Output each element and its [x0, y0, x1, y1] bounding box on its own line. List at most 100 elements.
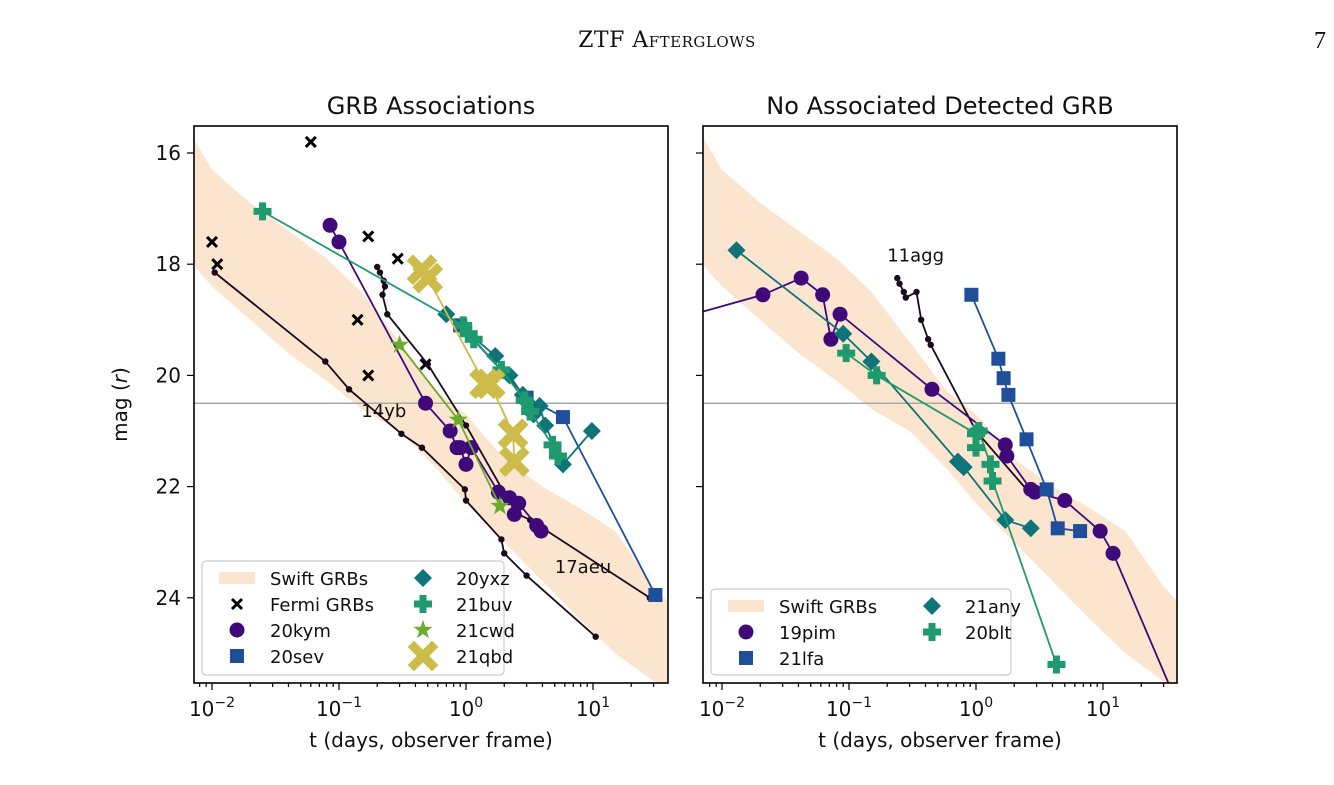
data-point	[390, 334, 410, 353]
data-point	[555, 410, 570, 425]
data-point	[322, 217, 338, 233]
x-tick-label: 100	[449, 695, 483, 721]
series-line	[896, 277, 1028, 490]
series-21lfa	[964, 287, 1088, 539]
data-point	[345, 386, 353, 393]
data-point	[902, 294, 909, 301]
series-21buv	[253, 202, 567, 466]
y-tick-label: 20	[156, 363, 181, 387]
x-axis-label: t (days, observer frame)	[309, 728, 553, 752]
legend-item: 21lfa	[739, 649, 824, 670]
data-point	[384, 311, 391, 318]
data-point	[1105, 545, 1121, 561]
legend-item: 19pim	[738, 623, 836, 644]
data-point	[211, 269, 218, 276]
chart-title: GRB Associations	[327, 92, 536, 120]
annotation-label: 11agg	[887, 245, 944, 266]
data-point	[834, 324, 853, 343]
data-point	[492, 360, 511, 379]
data-point	[837, 344, 856, 363]
data-point	[1027, 484, 1043, 500]
data-point	[913, 288, 920, 296]
data-point	[1057, 493, 1073, 508]
data-point	[533, 523, 549, 539]
data-point	[464, 330, 483, 349]
data-point	[458, 456, 474, 472]
legend: Swift GRBs Fermi GRBs 20kym 20sev 20yxz 21buv…	[201, 560, 515, 676]
data-point	[755, 287, 771, 303]
data-point	[832, 306, 848, 322]
legend-marker	[407, 640, 439, 672]
data-point	[253, 202, 272, 221]
data-point	[867, 366, 886, 385]
legend-item: 21any	[923, 597, 1021, 618]
running-header: ZTF Afterglows	[0, 28, 1334, 53]
data-point	[391, 252, 404, 265]
legend-label: 20sev	[270, 647, 324, 668]
data-point	[536, 416, 555, 435]
legend-marker	[230, 597, 244, 611]
data-point	[501, 550, 508, 557]
annotation-label: 14yb	[361, 401, 406, 422]
data-point	[418, 395, 434, 411]
x-axis-label: t (days, observer frame)	[818, 728, 1062, 752]
data-point	[498, 536, 505, 543]
series-20kym	[322, 217, 549, 539]
series-21qbd	[406, 254, 530, 477]
x-tick-label: 100	[959, 695, 993, 721]
legend-item: Fermi GRBs	[230, 595, 374, 616]
data-point	[543, 435, 562, 454]
legend-item: Swift GRBs	[219, 569, 368, 590]
data-point	[823, 331, 839, 347]
x-tick-label: 101	[1086, 695, 1120, 721]
data-point	[1073, 524, 1088, 539]
chart-title: No Associated Detected GRB	[766, 92, 1113, 120]
data-point	[304, 135, 317, 148]
data-point	[362, 369, 375, 382]
data-point	[927, 341, 934, 349]
data-point	[523, 572, 530, 579]
legend-marker	[923, 597, 941, 615]
legend-label: Swift GRBs	[779, 597, 877, 618]
data-point	[331, 234, 347, 250]
legend-marker	[413, 620, 433, 639]
data-point	[398, 430, 405, 437]
y-tick-label: 16	[156, 141, 181, 165]
x-tick-label: 10−2	[699, 695, 745, 721]
legend-label: 19pim	[779, 623, 836, 644]
data-point	[793, 270, 809, 286]
data-point	[511, 495, 527, 511]
data-point	[322, 358, 329, 365]
data-point	[1021, 519, 1040, 538]
data-point	[896, 280, 903, 287]
data-point	[205, 235, 219, 249]
axes-frame	[193, 125, 669, 684]
legend-item: 20blt	[923, 623, 1011, 644]
series-19pim	[676, 270, 1170, 683]
x-tick-label: 10−1	[826, 695, 872, 721]
legend-marker	[230, 649, 244, 663]
plot-area	[194, 135, 668, 683]
legend-item: 20sev	[230, 647, 324, 668]
data-point	[448, 409, 468, 428]
data-point	[981, 455, 1000, 474]
legend-label: 20yxz	[456, 569, 510, 590]
data-point	[1047, 655, 1066, 674]
legend-item: Swift GRBs	[728, 597, 877, 618]
data-point	[442, 423, 458, 439]
data-point	[486, 346, 505, 365]
legend-item: 20kym	[229, 621, 331, 642]
legend-marker	[229, 622, 245, 638]
data-point	[676, 310, 691, 325]
y-tick-label: 22	[156, 475, 181, 499]
legend-marker	[219, 572, 255, 584]
legend-item: 21qbd	[407, 640, 513, 672]
data-point	[515, 391, 534, 410]
data-point	[1039, 482, 1054, 497]
x-tick-label: 10−1	[316, 695, 362, 721]
x-tick-label: 101	[576, 695, 610, 721]
legend-marker	[739, 651, 753, 665]
legend-label: Fermi GRBs	[270, 595, 374, 616]
data-point	[924, 381, 940, 397]
data-point	[1092, 523, 1108, 539]
